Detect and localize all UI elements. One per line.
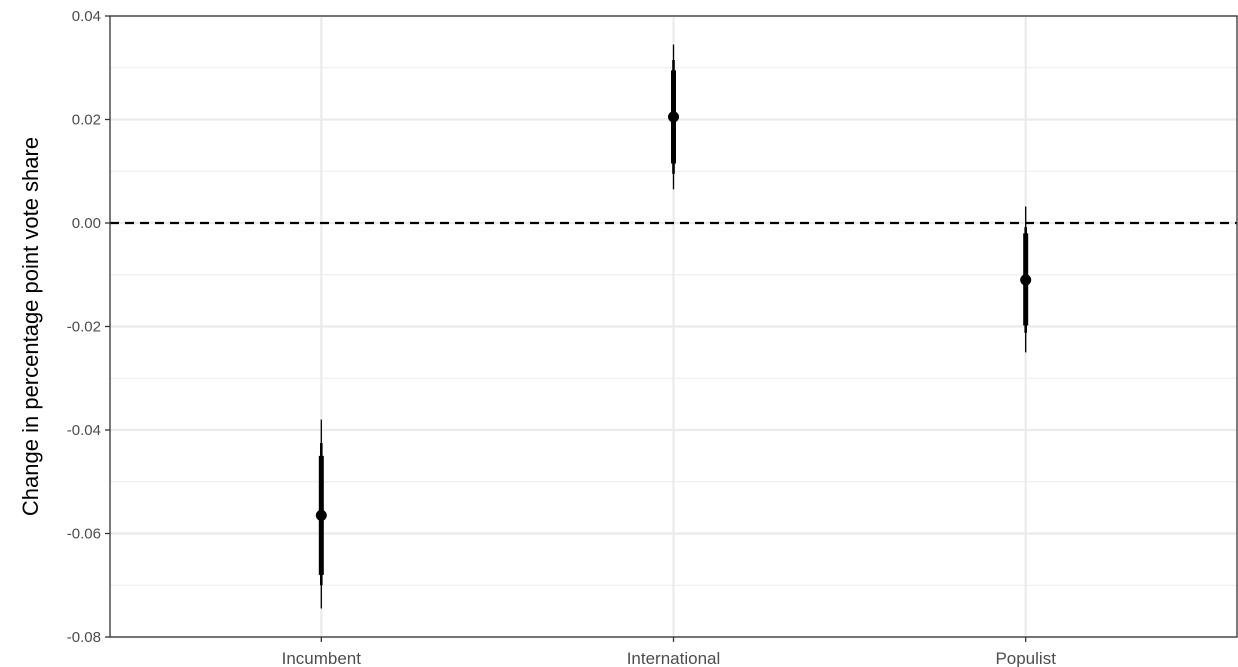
x-axis: Incumbent International Populist (282, 637, 1056, 667)
x-tick-label: Incumbent (282, 649, 362, 667)
point-estimate (315, 509, 327, 521)
x-tick-label: Populist (995, 649, 1056, 667)
point-range-incumbent (315, 419, 327, 609)
y-tick-label: -0.02 (67, 319, 101, 336)
y-tick-label: 0.02 (72, 112, 101, 129)
y-tick-label: 0.04 (72, 8, 101, 25)
marks-layer (315, 44, 1032, 609)
point-estimate (668, 111, 679, 123)
point-range-populist (1020, 206, 1032, 353)
point-range-international (668, 44, 679, 190)
x-tick-label: International (627, 649, 721, 667)
y-axis: 0.04 0.02 0.00 -0.02 -0.04 -0.06 -0.08 (67, 8, 110, 646)
point-estimate (1020, 274, 1032, 286)
y-tick-label: -0.08 (67, 629, 101, 646)
y-tick-label: -0.04 (67, 422, 101, 439)
y-tick-label: 0.00 (72, 215, 101, 232)
y-axis-title: Change in percentage point vote share (18, 137, 43, 516)
y-tick-label: -0.06 (67, 526, 101, 543)
